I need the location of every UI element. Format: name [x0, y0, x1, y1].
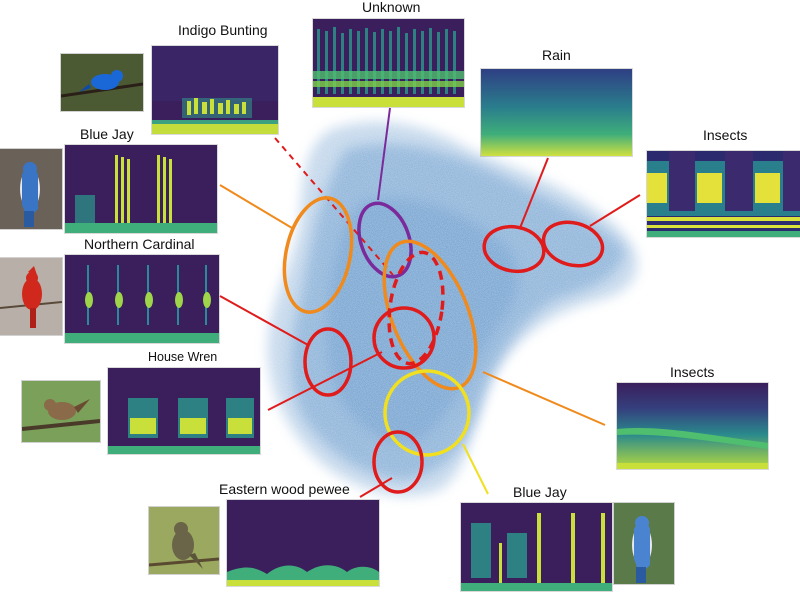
spectrogram-blue-jay-left — [65, 145, 217, 233]
label-blue-jay-bottom: Blue Jay — [513, 484, 567, 500]
cluster-ellipses — [282, 196, 605, 494]
photo-eastern-wood-pewee — [149, 507, 219, 574]
label-house-wren: House Wren — [148, 350, 218, 364]
cluster-northern-cardinal — [303, 327, 353, 397]
spectrogram-rain — [481, 69, 632, 156]
label-insects-top: Insects — [703, 127, 748, 143]
connector-rain — [519, 157, 549, 229]
label-northern-cardinal: Northern Cardinal — [84, 236, 195, 252]
photo-house-wren — [22, 381, 100, 442]
spectrogram-blue-jay-bottom — [461, 503, 612, 591]
connector-blue-jay-left — [219, 184, 293, 229]
spectrogram-unknown — [313, 19, 464, 107]
label-eastern-wood-pewee: Eastern wood pewee — [219, 481, 350, 497]
label-blue-jay-left: Blue Jay — [80, 126, 134, 142]
cluster-unknown — [357, 201, 413, 279]
connector-northern-cardinal — [219, 295, 309, 346]
cluster-rain — [482, 224, 546, 274]
label-indigo-bunting: Indigo Bunting — [178, 22, 268, 38]
connector-blue-jay-bottom — [462, 443, 489, 495]
label-insects-bottom: Insects — [670, 364, 715, 380]
photo-blue-jay-left — [0, 149, 62, 229]
photo-blue-jay-bottom — [614, 503, 674, 584]
connector-lines — [219, 107, 641, 498]
spectrogram-insects-top — [647, 151, 800, 237]
cluster-eastern-wood-pewee — [372, 430, 424, 494]
label-unknown: Unknown — [362, 0, 421, 15]
connector-insects-top — [589, 194, 641, 227]
spectrogram-indigo-bunting — [152, 46, 278, 134]
cluster-house-wren — [372, 306, 436, 370]
connector-indigo-bunting — [274, 137, 394, 276]
spectrogram-house-wren — [108, 368, 260, 454]
connector-unknown — [377, 107, 391, 201]
spectrogram-northern-cardinal — [65, 255, 219, 343]
connector-eastern-wood-pewee — [359, 477, 393, 498]
spectrogram-insects-bottom — [617, 383, 768, 469]
spectrogram-eastern-wood-pewee — [227, 500, 379, 586]
connector-house-wren — [267, 351, 383, 411]
connector-insects-bottom — [482, 371, 606, 426]
cluster-insects-top — [541, 220, 605, 268]
cluster-indigo-bunting — [387, 250, 445, 366]
photo-indigo-bunting — [61, 54, 143, 111]
cluster-blue-jay-left — [282, 196, 354, 314]
label-rain: Rain — [542, 47, 571, 63]
cluster-blue-jay-bottom — [383, 369, 471, 457]
photo-northern-cardinal — [0, 258, 62, 335]
